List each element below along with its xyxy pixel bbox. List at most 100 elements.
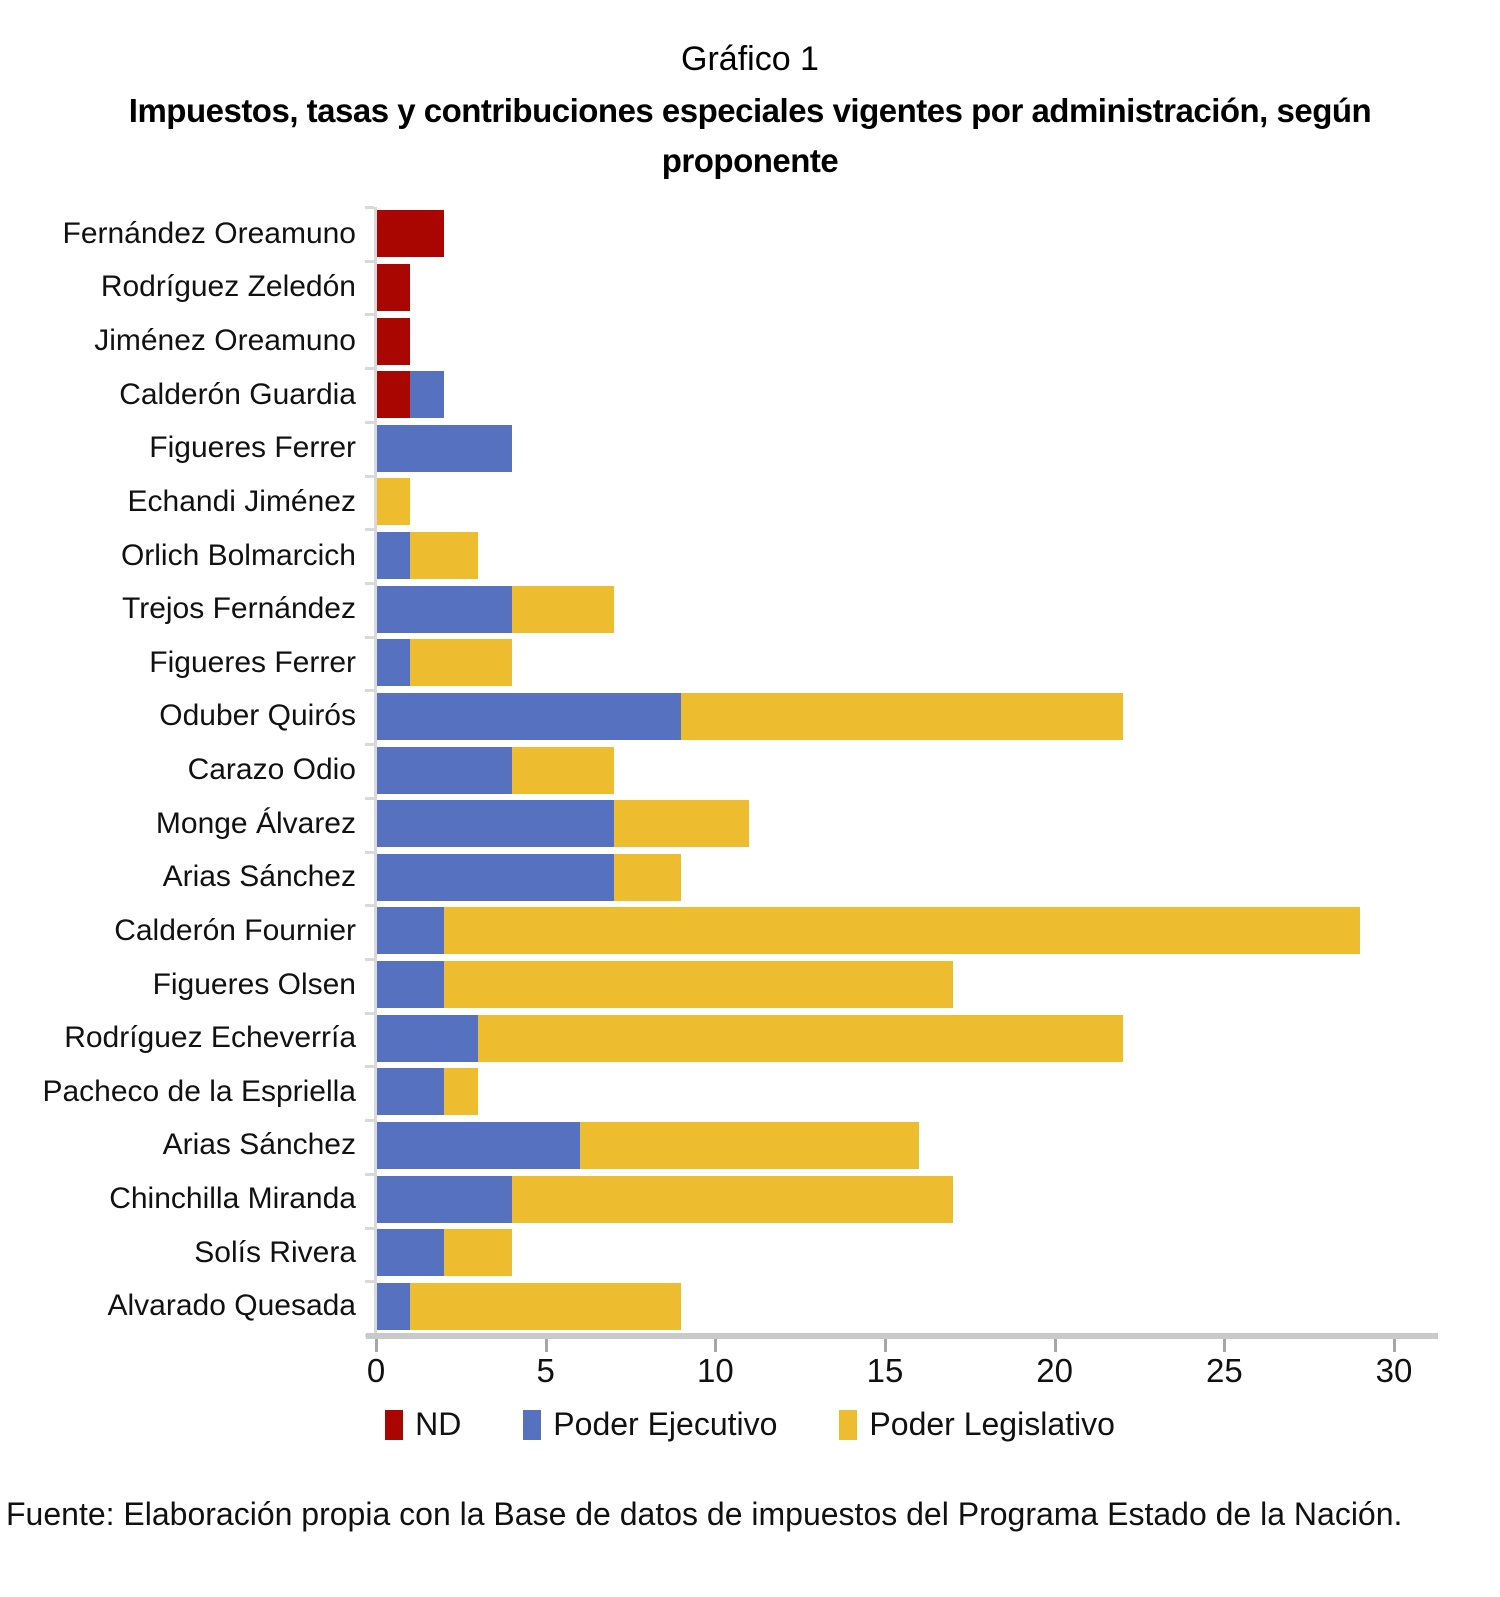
x-axis-tick [884, 1339, 887, 1352]
x-tick-label: 25 [1205, 1352, 1243, 1389]
category-label: Trejos Fernández [122, 592, 356, 626]
bar-track [376, 478, 1394, 526]
bar-track [376, 961, 1394, 1009]
bar-segment-legislativo [409, 532, 478, 580]
legend-swatch-ejecutivo [523, 1409, 542, 1440]
bar-segment-nd [376, 263, 410, 311]
bar-row: Oduber Quirós [0, 690, 1394, 744]
legend: ND Poder Ejecutivo Poder Legislativo [0, 1406, 1500, 1443]
y-axis-tick [365, 313, 374, 316]
bar-segment-ejecutivo [376, 692, 682, 740]
bar-segment-ejecutivo [376, 1014, 478, 1062]
y-axis-tick [365, 260, 374, 263]
category-label: Figueres Ferrer [149, 645, 356, 679]
bar-row: Jiménez Oreamuno [0, 314, 1394, 368]
bar-track [376, 639, 1394, 687]
bar-row: Pacheco de la Espriella [0, 1065, 1394, 1119]
category-label: Alvarado Quesada [107, 1289, 357, 1323]
y-axis-tick [365, 421, 374, 424]
bar-segment-ejecutivo [409, 371, 444, 419]
y-axis-tick [365, 582, 374, 585]
category-label: Figueres Olsen [152, 967, 356, 1001]
bar-segment-ejecutivo [376, 961, 444, 1009]
bar-segment-nd [376, 371, 410, 419]
legend-label: ND [415, 1406, 462, 1442]
y-axis-tick [365, 1280, 374, 1283]
y-axis-tick [365, 475, 374, 478]
bar-segment-legislativo [443, 907, 1361, 955]
category-label: Echandi Jiménez [127, 484, 356, 518]
bar-segment-legislativo [443, 1229, 512, 1277]
bar-row: Figueres Ferrer [0, 422, 1394, 476]
bar-segment-nd [376, 317, 410, 365]
bar-row: Alvarado Quesada [0, 1280, 1394, 1334]
x-axis-tick [1053, 1339, 1057, 1352]
bar-track [376, 1229, 1394, 1277]
bar-segment-ejecutivo [376, 585, 512, 633]
bar-segment-legislativo [443, 1068, 478, 1116]
legend-swatch-nd [385, 1409, 404, 1440]
bar-track [376, 532, 1394, 580]
x-tick-label: 30 [1375, 1352, 1413, 1389]
source-note: Fuente: Elaboración propia con la Base d… [6, 1496, 1403, 1532]
y-axis-tick [365, 797, 374, 800]
legend-swatch-legislativo [839, 1409, 858, 1440]
bar-row: Echandi Jiménez [0, 475, 1394, 529]
bar-segment-ejecutivo [376, 1121, 580, 1169]
bar-track [376, 585, 1394, 633]
bar-track [376, 1282, 1394, 1330]
bar-row: Figueres Olsen [0, 958, 1394, 1012]
y-axis-tick [365, 904, 374, 907]
bar-row: Trejos Fernández [0, 582, 1394, 636]
bar-segment-legislativo [681, 692, 1123, 740]
y-axis-tick [365, 958, 374, 961]
bar-segment-ejecutivo [376, 1175, 512, 1223]
category-label: Arias Sánchez [162, 1128, 356, 1162]
bar-segment-legislativo [511, 1175, 953, 1223]
bar-track [376, 424, 1394, 472]
y-axis-tick [365, 689, 374, 692]
y-axis-line [365, 206, 377, 1337]
y-axis-tick [365, 528, 374, 531]
category-label: Rodríguez Echeverría [64, 1021, 356, 1055]
bar-segment-legislativo [443, 961, 953, 1009]
x-tick-label: 0 [366, 1352, 386, 1389]
bar-segment-legislativo [376, 478, 410, 526]
bar-row: Calderón Guardia [0, 368, 1394, 422]
category-label: Carazo Odio [187, 753, 356, 787]
legend-label: Poder Legislativo [869, 1406, 1115, 1442]
legend-item-legislativo: Poder Legislativo [839, 1406, 1115, 1443]
bar-segment-ejecutivo [376, 424, 512, 472]
chart-title: Gráfico 1 [681, 40, 819, 78]
category-label: Solís Rivera [194, 1235, 356, 1269]
category-label: Figueres Ferrer [149, 431, 356, 465]
x-tick-label: 20 [1036, 1352, 1074, 1389]
bar-row: Orlich Bolmarcich [0, 529, 1394, 583]
category-label: Orlich Bolmarcich [120, 538, 356, 572]
y-axis-tick [365, 367, 374, 370]
bar-track [376, 746, 1394, 794]
y-axis-tick [365, 636, 374, 639]
bar-segment-legislativo [409, 639, 512, 687]
chart-subtitle: Impuestos, tasas y contribuciones especi… [128, 92, 1372, 179]
bar-segment-ejecutivo [376, 1229, 444, 1277]
x-axis-tick [1393, 1339, 1396, 1352]
x-tick-label: 15 [866, 1352, 904, 1389]
y-axis-tick [365, 1227, 374, 1230]
bar-track [376, 263, 1394, 311]
bar-segment-nd [376, 210, 444, 258]
bar-segment-ejecutivo [376, 800, 614, 848]
bar-segment-legislativo [511, 585, 614, 633]
category-label: Oduber Quirós [159, 699, 356, 733]
bar-row: Arias Sánchez [0, 851, 1394, 905]
bar-segment-legislativo [477, 1014, 1123, 1062]
legend-item-nd: ND [385, 1406, 461, 1443]
y-axis-tick [365, 1173, 374, 1176]
bar-segment-legislativo [613, 800, 750, 848]
y-axis-tick [365, 851, 374, 854]
bar-segment-legislativo [579, 1121, 919, 1169]
chart-grid: Fernández Oreamuno Rodríguez Zeledón Jimén… [0, 207, 1394, 1333]
bar-row: Rodríguez Zeledón [0, 261, 1394, 315]
legend-label: Poder Ejecutivo [553, 1406, 778, 1442]
